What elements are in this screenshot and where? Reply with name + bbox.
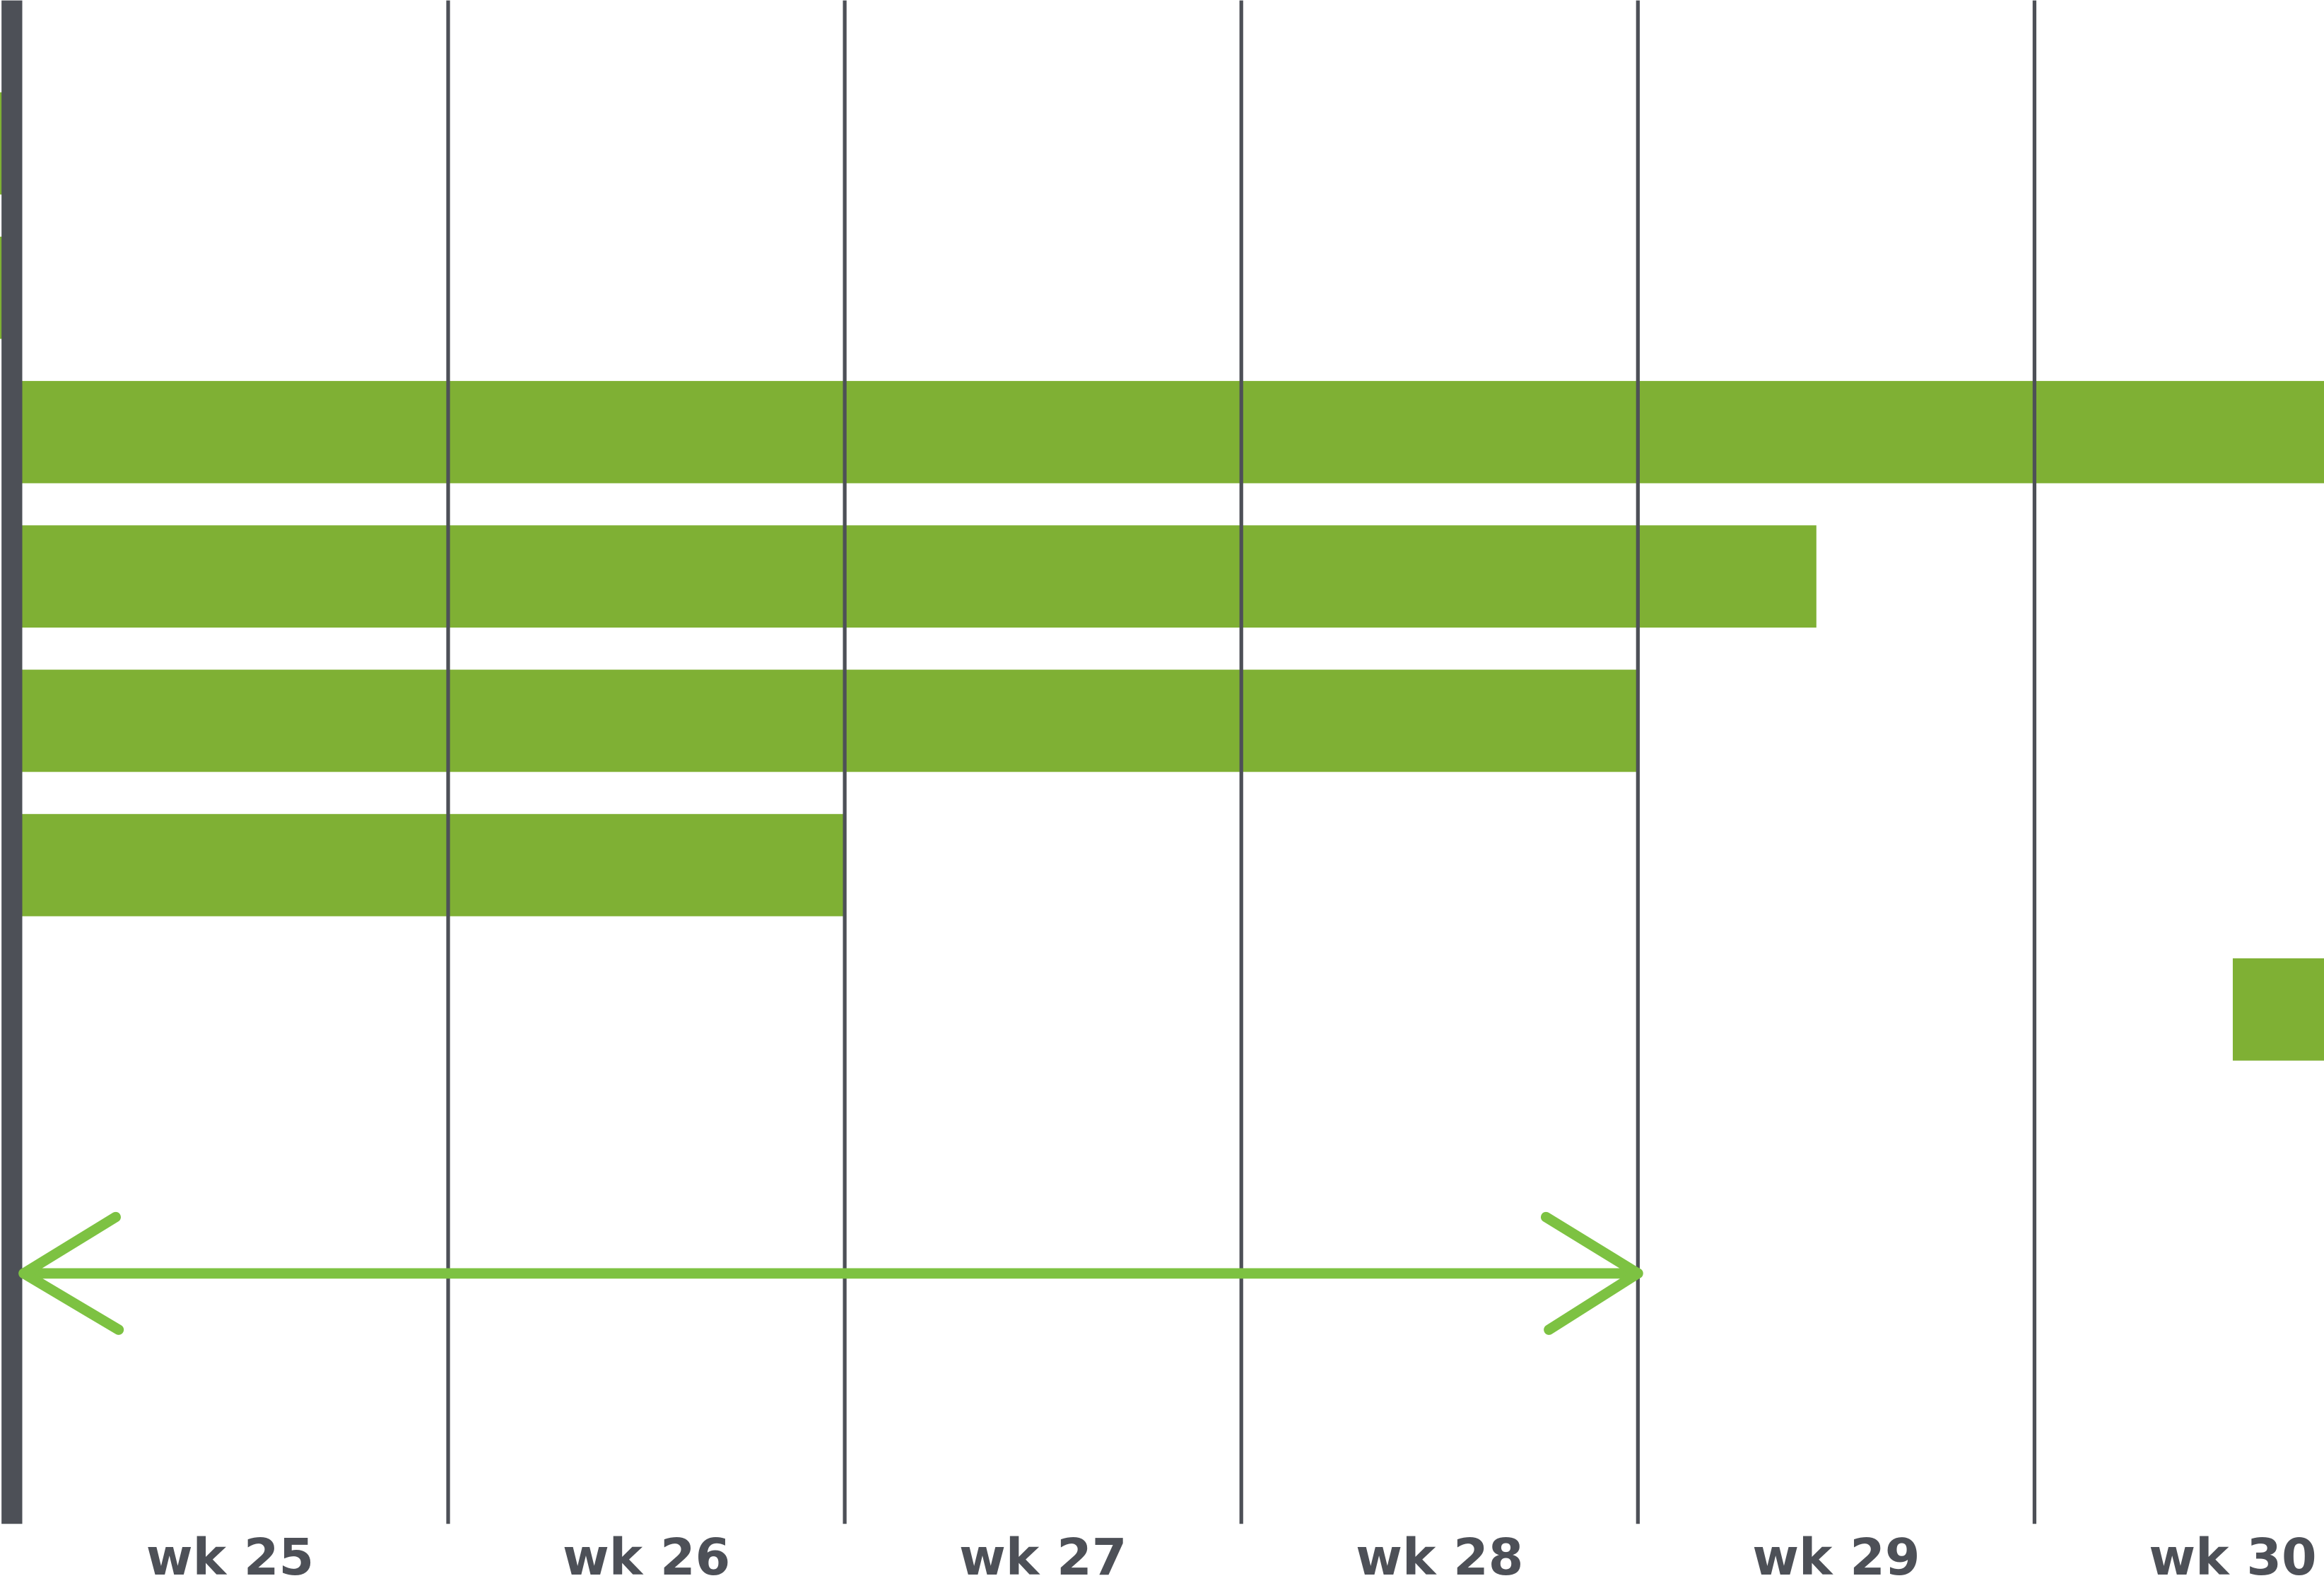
arrow-stroke [18,1211,124,1335]
x-tick-label: wk 25 [146,1528,314,1587]
gantt-bar [11,813,845,917]
gantt-bar [11,381,2324,483]
arrow-stroke [1540,1211,1643,1335]
x-tick-label: wk 30 [2149,1528,2316,1587]
gantt-bar [11,525,1817,628]
x-tick-label: wk 28 [1356,1528,1523,1587]
x-tick-label: wk 27 [959,1528,1127,1587]
x-tick-label: wk 26 [563,1528,730,1587]
duration-arrow [18,1211,1643,1335]
gantt-bar [2232,958,2324,1061]
gantt-bar [11,669,1638,772]
x-tick-label: wk 29 [1752,1528,1920,1587]
